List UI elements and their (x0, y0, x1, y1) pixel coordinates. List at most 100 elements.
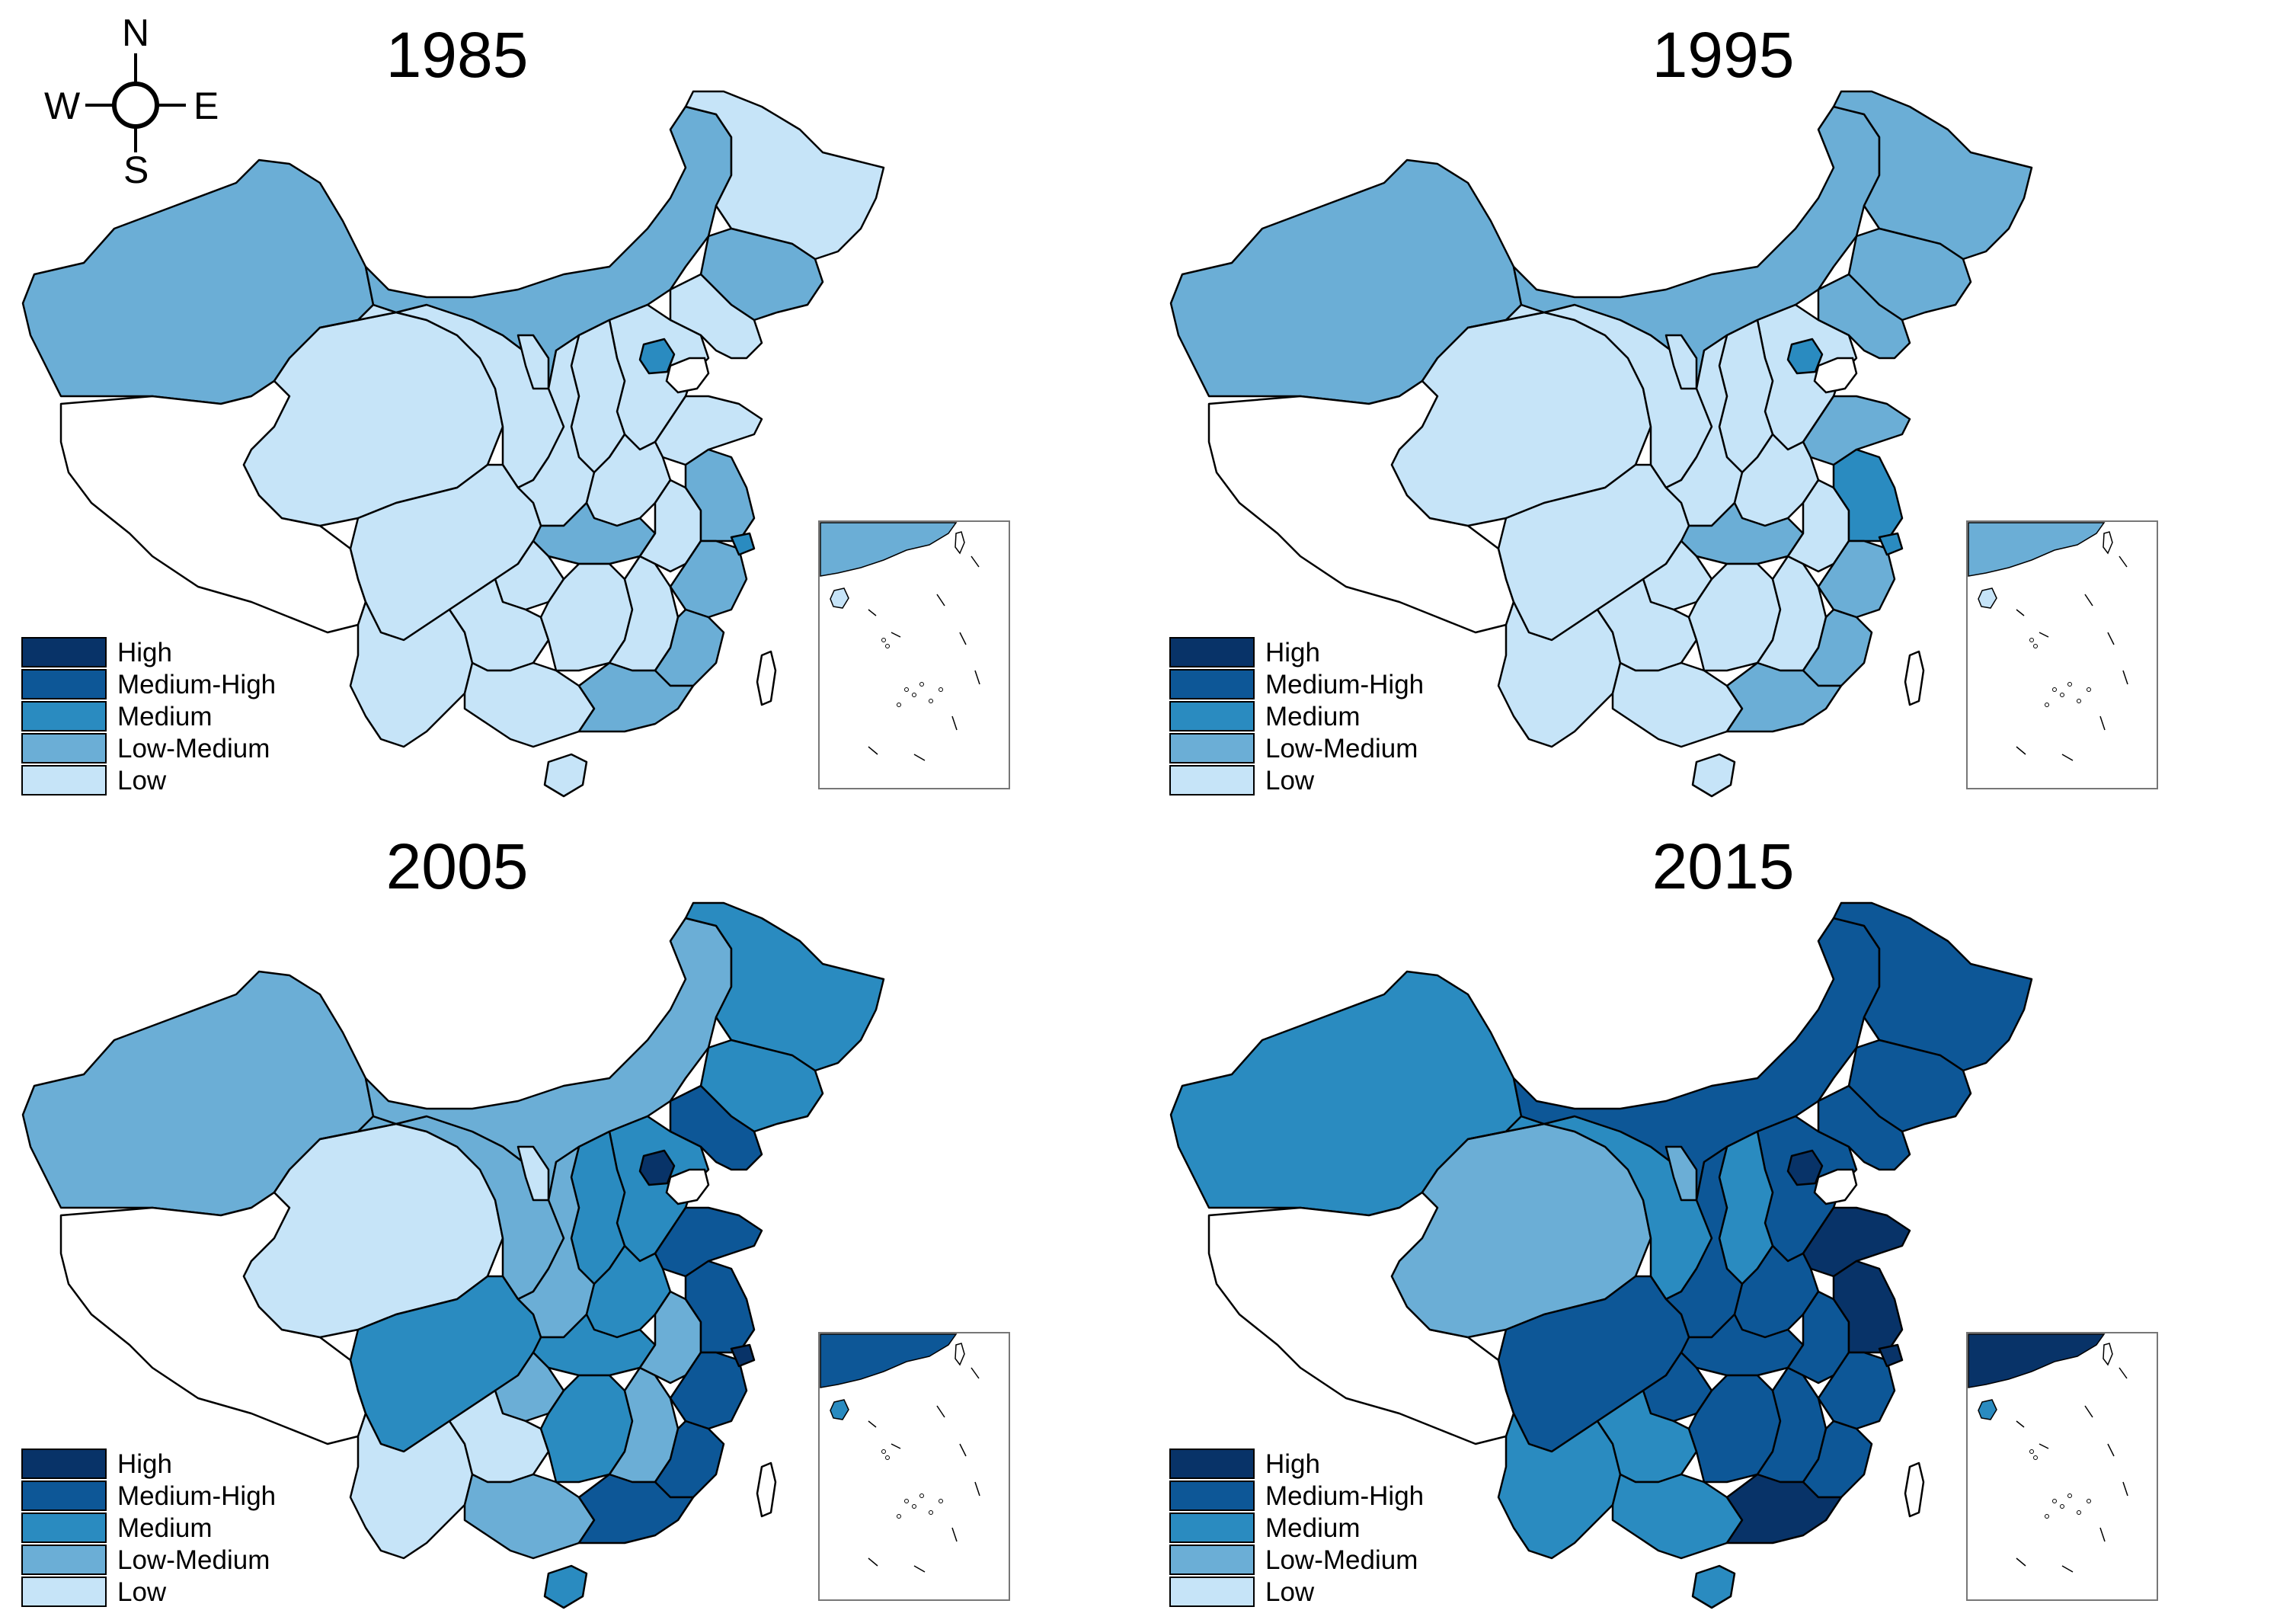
inset-hainan (1978, 587, 1997, 609)
legend-swatch (21, 700, 107, 731)
legend-label: High (1265, 637, 1320, 667)
region-yunnan (1497, 1412, 1622, 1560)
legend-label: Low-Medium (1265, 733, 1418, 763)
inset-boundary-dash (2016, 746, 2026, 755)
region-heilongjiang (684, 90, 885, 261)
inset-islet (2045, 1514, 2049, 1519)
region-heilongjiang (684, 901, 885, 1072)
legend-label: Low-Medium (117, 1545, 270, 1575)
inset-islet (919, 682, 924, 687)
map-panel-1985: 1985 High Medium-High Medium Low-Medium Low (0, 0, 1148, 812)
sea-bohai (665, 1168, 710, 1205)
inset-frame (1966, 520, 2158, 789)
legend-item: Low (21, 764, 276, 796)
region-heilongjiang (1832, 901, 2033, 1072)
inset-boundary-dash (971, 1367, 980, 1379)
inset-boundary-dash (891, 1443, 901, 1449)
legend-item: Medium (1169, 700, 1424, 732)
inset-taiwan (2103, 1343, 2113, 1366)
inset-islet (2087, 1499, 2091, 1503)
legend-label: Medium-High (117, 669, 277, 699)
region-shanghai (730, 1343, 756, 1368)
inset-islet (904, 1499, 909, 1503)
legend-swatch (1169, 1512, 1255, 1543)
legend-item: Medium-High (21, 668, 276, 700)
legend-label: High (117, 637, 172, 667)
inset-boundary-dash (951, 715, 958, 731)
inset-mainland-coast (820, 522, 958, 577)
map-legend: High Medium-High Medium Low-Medium Low (21, 636, 276, 796)
region-beijing (1786, 1149, 1824, 1186)
region-yunnan (349, 600, 474, 748)
region-guangxi (463, 1473, 596, 1560)
inset-islet (929, 1510, 933, 1515)
inset-boundary-dash (2016, 1420, 2025, 1428)
legend-swatch (1169, 1480, 1255, 1511)
map-legend: High Medium-High Medium Low-Medium Low (21, 1448, 276, 1608)
region-guangdong (577, 661, 695, 733)
panel-title: 2005 (385, 831, 529, 902)
legend-swatch (1169, 668, 1255, 699)
legend-label: Low (117, 1577, 167, 1607)
region-heilongjiang (1832, 90, 2033, 261)
inset-boundary-dash (951, 1527, 958, 1542)
inset-frame (818, 1332, 1010, 1601)
inset-islet (2033, 1455, 2038, 1460)
legend-label: High (117, 1449, 172, 1479)
legend-item: Low-Medium (21, 732, 276, 764)
legend-label: Medium (117, 1513, 213, 1543)
inset-islet (939, 687, 943, 692)
region-guangxi (1611, 1473, 1744, 1560)
compass-south-label: S (123, 149, 149, 191)
region-yunnan (1497, 600, 1622, 748)
inset-mainland-coast (1968, 522, 2106, 577)
legend-item: Low-Medium (1169, 732, 1424, 764)
inset-boundary-dash (959, 1443, 967, 1457)
compass-rose: N S W E (30, 8, 229, 189)
region-yunnan (349, 1412, 474, 1560)
inset-boundary-dash (2119, 1367, 2128, 1379)
legend-item: Medium-High (1169, 668, 1424, 700)
legend-label: Low-Medium (117, 733, 270, 763)
inset-islet (939, 1499, 943, 1503)
compass-icon (85, 53, 186, 152)
map-legend: High Medium-High Medium Low-Medium Low (1169, 636, 1424, 796)
inset-taiwan (955, 531, 965, 555)
legend-item: Medium (1169, 1512, 1424, 1544)
region-shanghai (730, 532, 756, 556)
region-shanghai (1878, 532, 1904, 556)
inset-boundary-dash (2039, 1443, 2049, 1449)
region-hainan (1691, 1564, 1736, 1609)
region-zhejiang (669, 539, 748, 619)
inset-hainan (830, 1399, 849, 1420)
sea-bohai (1813, 357, 1858, 394)
legend-swatch (21, 1480, 107, 1511)
inset-mainland-coast (1968, 1333, 2106, 1388)
inset-boundary-dash (2107, 1443, 2115, 1457)
inset-islet (2029, 1449, 2034, 1454)
compass-north-label: N (122, 11, 150, 54)
map-panel-2005: 2005 High Medium-High Medium Low-Medium Low (0, 812, 1148, 1623)
legend-swatch (21, 668, 107, 699)
inset-islet (912, 693, 916, 697)
inset-islet (2067, 682, 2072, 687)
legend-swatch (21, 1576, 107, 1607)
legend-swatch (21, 732, 107, 763)
region-taiwan (756, 1461, 777, 1518)
legend-item: Low (21, 1576, 276, 1608)
legend-label: Medium (117, 701, 213, 731)
legend-item: Medium (21, 1512, 276, 1544)
inset-islet (2077, 699, 2081, 703)
legend-swatch (1169, 700, 1255, 731)
inset-boundary-dash (2016, 1557, 2026, 1567)
inset-boundary-dash (2061, 1565, 2074, 1573)
legend-swatch (1169, 732, 1255, 763)
inset-boundary-dash (974, 670, 980, 685)
inset-boundary-dash (2084, 594, 2093, 607)
legend-item: Low (1169, 1576, 1424, 1608)
legend-swatch (1169, 764, 1255, 795)
sea-bohai (665, 357, 710, 394)
inset-boundary-dash (2016, 609, 2025, 616)
inset-islet (2067, 1493, 2072, 1498)
region-zhejiang (1817, 539, 1896, 619)
